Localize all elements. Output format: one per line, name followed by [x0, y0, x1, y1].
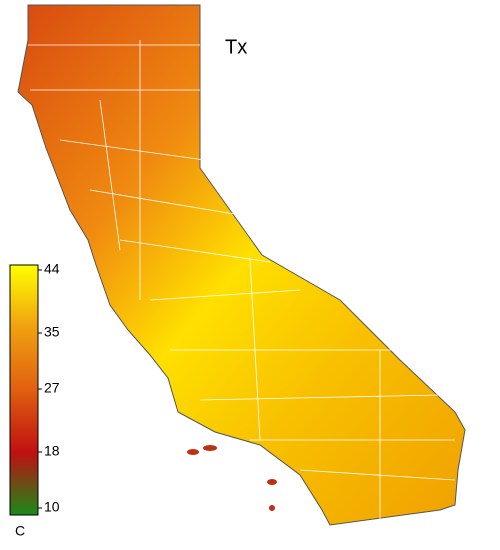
colorbar-tick-label: 44 — [44, 261, 60, 277]
colorbar-tick-label: 35 — [44, 324, 60, 340]
colorbar-tick-label: 27 — [44, 380, 60, 396]
colorbar-tick-label: 10 — [44, 499, 60, 515]
map-title: Tx — [225, 36, 247, 58]
islands — [187, 445, 277, 511]
land — [17, 4, 466, 526]
colorbar-tick-label: 18 — [44, 443, 60, 459]
state-map — [17, 4, 466, 526]
colorbar — [9, 264, 39, 516]
county-lines — [28, 40, 456, 520]
colorbar-unit: C — [15, 523, 25, 539]
